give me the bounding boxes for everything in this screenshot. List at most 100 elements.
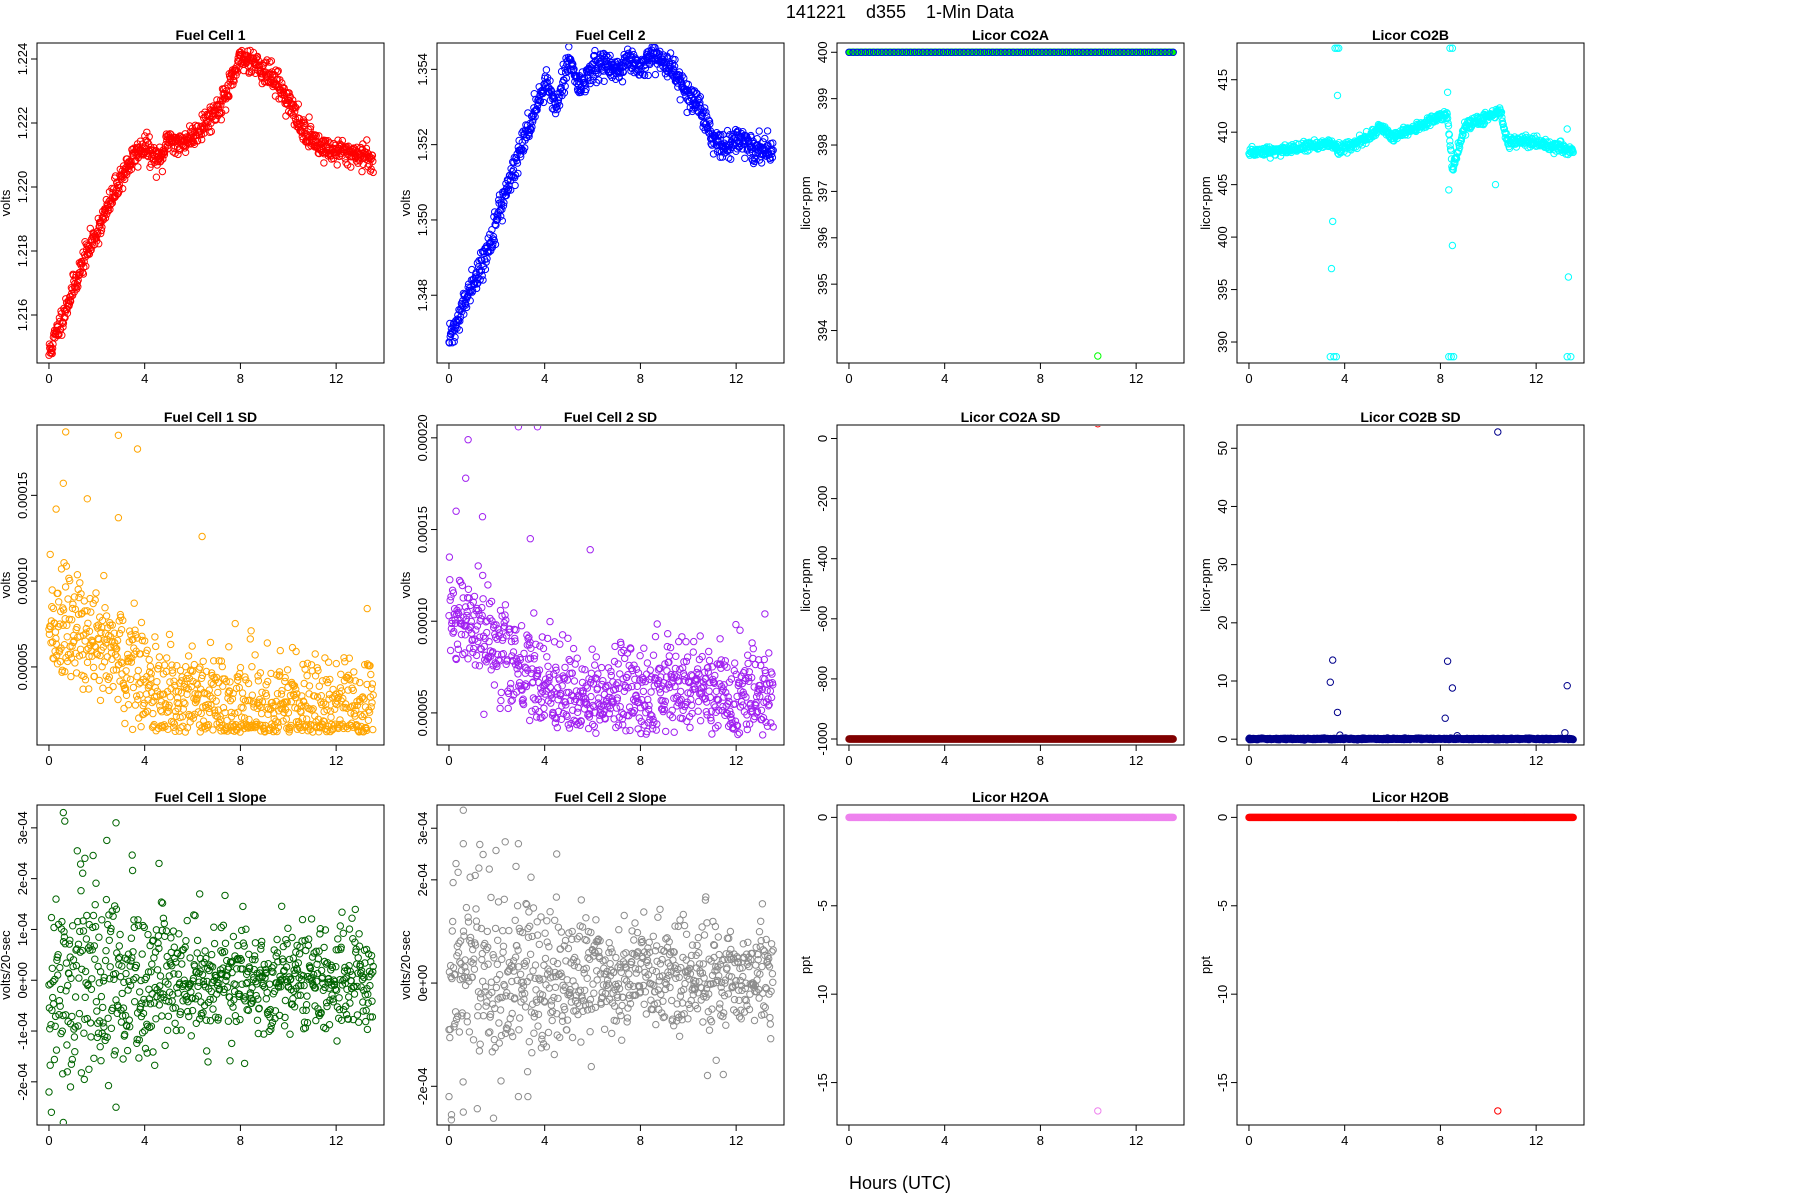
data-point (514, 670, 522, 678)
data-point (59, 621, 67, 629)
data-point (199, 657, 207, 665)
data-point (311, 131, 319, 139)
data-point (984, 48, 993, 56)
data-point (228, 695, 237, 703)
data-point (722, 688, 730, 697)
data-point (492, 621, 500, 629)
data-point (336, 684, 345, 692)
data-point (1144, 48, 1153, 56)
data-point (1050, 48, 1058, 56)
data-point (51, 647, 59, 655)
x-tick-label: 4 (541, 371, 548, 386)
data-point (1161, 48, 1169, 56)
data-point (767, 693, 776, 702)
data-point (546, 617, 554, 626)
data-point (874, 48, 882, 56)
data-point (705, 687, 713, 695)
data-point (542, 66, 551, 74)
data-point (604, 60, 612, 69)
data-point (262, 692, 271, 700)
y-tick-label: 410 (1215, 121, 1230, 143)
data-point (320, 699, 328, 707)
data-point (315, 132, 323, 140)
data-point (226, 678, 234, 686)
chart-title: Licor CO2A SD (961, 409, 1061, 425)
data-point (155, 661, 163, 670)
data-point (523, 631, 531, 639)
data-point (865, 48, 874, 56)
data-points (445, 426, 777, 739)
data-point (305, 113, 313, 121)
data-point (624, 684, 632, 692)
data-point (363, 680, 371, 689)
data-point (764, 702, 773, 710)
data-point (651, 70, 660, 79)
data-point (587, 692, 595, 701)
data-point (678, 633, 686, 641)
data-point (563, 712, 571, 721)
data-point (1327, 264, 1336, 273)
data-point (529, 678, 537, 686)
data-point (919, 48, 927, 56)
data-point (67, 654, 76, 662)
data-point (478, 513, 487, 521)
data-point (988, 48, 997, 56)
data-point (178, 713, 187, 721)
data-point (553, 723, 561, 732)
data-point (126, 675, 135, 684)
data-point (659, 707, 667, 716)
data-point (769, 681, 777, 689)
data-point (121, 719, 129, 728)
data-point (531, 696, 539, 704)
data-point (278, 83, 287, 91)
data-point (592, 729, 600, 737)
data-point (494, 650, 502, 659)
data-point (100, 571, 108, 580)
data-point (334, 724, 342, 733)
data-point (163, 708, 171, 716)
data-point (528, 665, 536, 673)
data-point (1329, 217, 1337, 226)
data-point (105, 673, 114, 681)
data-point (538, 713, 546, 721)
data-point (273, 68, 282, 76)
data-point (461, 649, 469, 657)
data-point (585, 713, 594, 721)
data-point (68, 616, 76, 624)
data-point (640, 71, 649, 80)
data-point (581, 666, 589, 674)
data-point (528, 707, 536, 715)
data-point (275, 668, 284, 676)
data-point (526, 716, 534, 725)
data-point (653, 620, 661, 628)
data-point (224, 694, 232, 702)
data-point (526, 535, 534, 543)
data-point (582, 85, 590, 94)
data-point (232, 71, 240, 79)
data-point (605, 709, 613, 718)
data-point (223, 716, 231, 724)
data-point (594, 670, 602, 678)
data-point (209, 726, 217, 734)
data-point (314, 715, 323, 723)
data-point (1124, 48, 1132, 56)
data-point (491, 240, 500, 249)
data-point (251, 651, 259, 659)
data-point (704, 663, 712, 672)
data-point (59, 479, 67, 487)
data-point (696, 93, 704, 101)
data-point (1149, 48, 1157, 56)
data-point (77, 590, 85, 598)
data-point (1165, 48, 1173, 56)
data-point (219, 682, 227, 690)
data-point (225, 687, 234, 696)
data-point (757, 661, 765, 670)
data-point (586, 710, 594, 718)
data-point (222, 106, 230, 114)
data-point (153, 678, 161, 686)
data-point (1458, 131, 1466, 140)
data-point (595, 694, 603, 702)
chart-title: Fuel Cell 1 SD (164, 409, 257, 425)
data-point (561, 82, 569, 90)
data-point (63, 633, 71, 641)
